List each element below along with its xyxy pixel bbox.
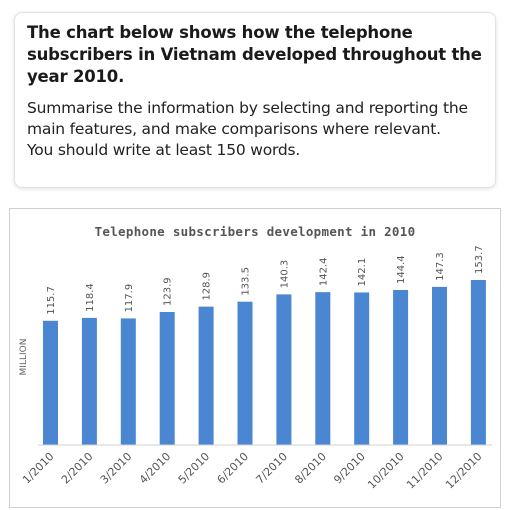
bar-4/2010: [159, 311, 175, 445]
bar-6/2010: [237, 301, 253, 445]
bar-7/2010: [276, 294, 292, 445]
x-tick-label: 8/2010: [292, 450, 329, 487]
bars-group: [43, 280, 486, 445]
x-tick-label: 2/2010: [59, 450, 96, 487]
task-card: The chart below shows how the telephone …: [14, 12, 496, 188]
y-axis-label: MILLION: [19, 339, 29, 376]
bar-12/2010: [470, 280, 486, 445]
bar-2/2010: [81, 317, 97, 445]
x-tick-label: 1/2010: [20, 450, 57, 487]
value-label: 133.5: [241, 267, 252, 296]
task-instruction: Summarise the information by selecting a…: [27, 99, 468, 138]
chart-title: Telephone subscribers development in 201…: [95, 224, 416, 239]
value-label: 144.4: [396, 255, 407, 284]
value-label: 147.3: [435, 252, 446, 281]
x-tick-label: 6/2010: [215, 450, 252, 487]
task-body: Summarise the information by selecting a…: [27, 98, 483, 161]
chart-frame: Telephone subscribers development in 201…: [9, 208, 501, 508]
task-requirement: You should write at least 150 words.: [27, 141, 301, 159]
value-label: 115.7: [46, 286, 57, 315]
x-tick-labels-group: 1/2010 2/2010 3/2010 4/2010 5/2010 6/2010 7/20…: [20, 450, 484, 492]
value-label: 142.4: [318, 257, 329, 286]
bar-11/2010: [432, 286, 447, 445]
bar-10/2010: [393, 289, 409, 445]
value-label: 142.1: [357, 258, 368, 287]
value-label: 153.7: [474, 245, 485, 274]
x-tick-label: 10/2010: [365, 450, 407, 492]
task-title: The chart below shows how the telephone …: [27, 23, 482, 86]
bar-3/2010: [120, 318, 136, 445]
bar-1/2010: [43, 320, 58, 445]
x-tick-label: 11/2010: [404, 450, 446, 492]
bar-8/2010: [315, 292, 331, 445]
x-tick-label: 4/2010: [137, 450, 174, 487]
value-labels-group: 115.7 118.4 117.9 123.9 128.9 133.5 140.3 142.4…: [46, 245, 485, 314]
value-label: 140.3: [279, 260, 290, 289]
x-tick-label: 3/2010: [98, 450, 135, 487]
bar-chart: Telephone subscribers development in 201…: [19, 224, 492, 492]
value-label: 117.9: [124, 284, 135, 313]
value-label: 123.9: [163, 277, 174, 306]
bar-9/2010: [354, 292, 370, 445]
x-tick-label: 7/2010: [253, 450, 290, 487]
bar-5/2010: [198, 306, 214, 445]
x-tick-label: 5/2010: [176, 450, 213, 487]
value-label: 118.4: [85, 283, 96, 312]
value-label: 128.9: [202, 272, 213, 301]
x-tick-label: 12/2010: [443, 450, 485, 492]
x-tick-label: 9/2010: [331, 450, 368, 487]
